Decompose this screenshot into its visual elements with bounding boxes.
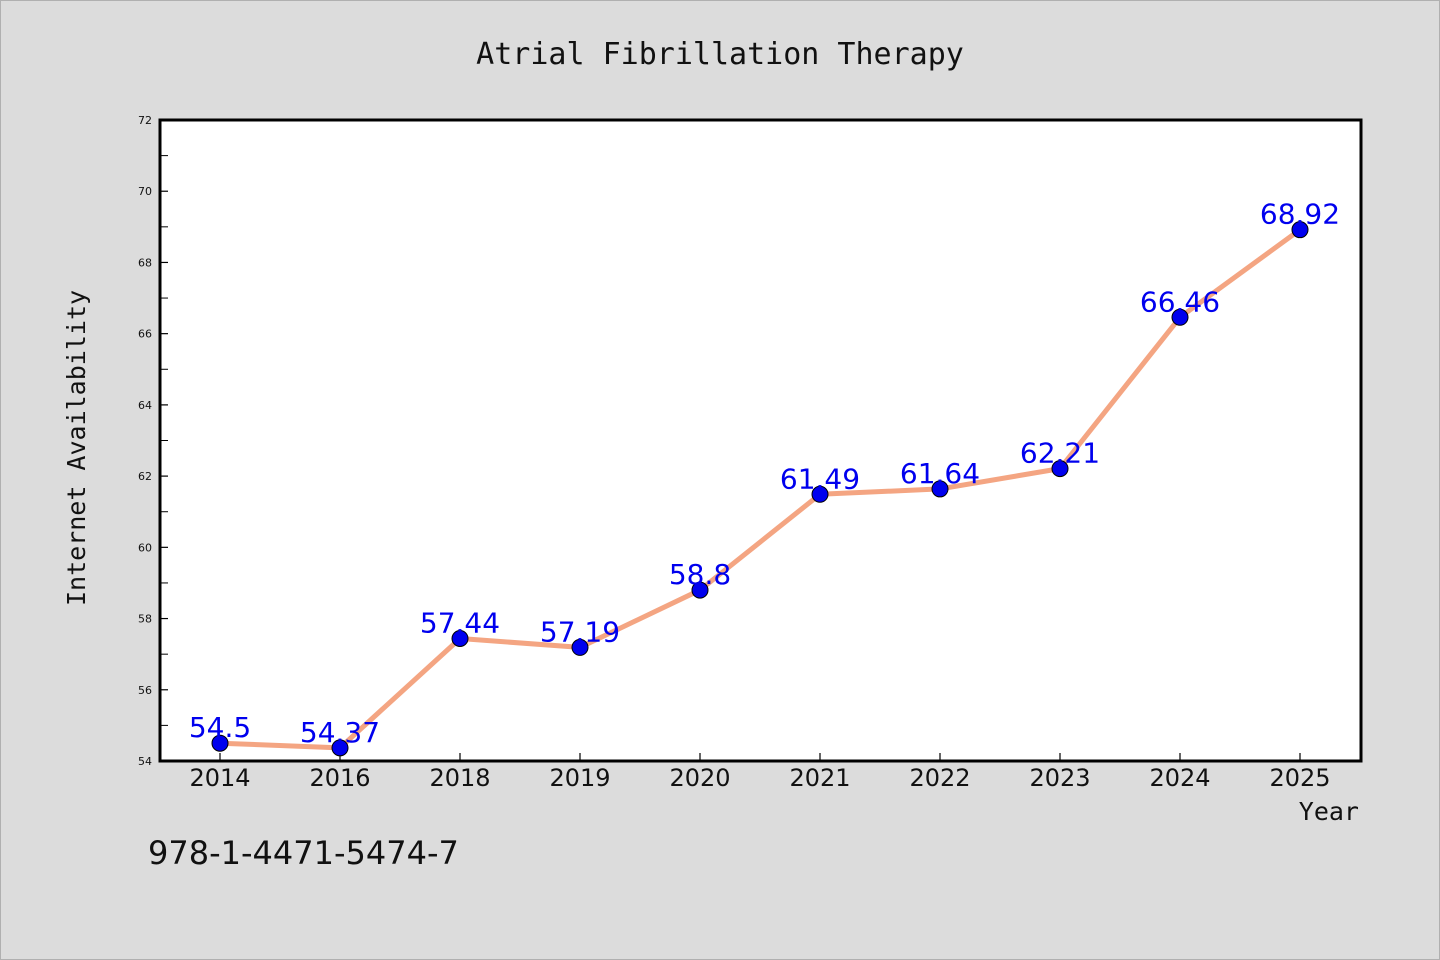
y-tick-label: 70 <box>138 185 152 198</box>
y-tick-label: 54 <box>138 755 152 768</box>
y-tick-label: 72 <box>138 114 152 127</box>
x-tick-label: 2018 <box>429 764 490 792</box>
data-label: 58.8 <box>669 558 731 591</box>
y-tick-label: 68 <box>138 256 152 269</box>
chart-title: Atrial Fibrillation Therapy <box>476 37 964 72</box>
y-axis-label: Internet Availability <box>62 290 91 606</box>
y-tick-label: 60 <box>138 541 152 554</box>
plot-area <box>160 120 1361 761</box>
data-point <box>331 739 349 757</box>
y-tick-label: 64 <box>138 399 152 412</box>
x-tick-label: 2014 <box>189 764 250 792</box>
y-tick-label: 66 <box>138 328 152 341</box>
x-tick-label: 2025 <box>1269 764 1330 792</box>
y-tick-label: 58 <box>138 613 152 626</box>
x-axis-label: Year <box>1299 797 1359 826</box>
data-label: 57.44 <box>420 606 500 639</box>
data-label: 61.49 <box>780 462 860 495</box>
y-tick-label: 56 <box>138 684 152 697</box>
y-tick-label: 62 <box>138 470 152 483</box>
data-point <box>211 734 229 752</box>
x-tick-label: 2021 <box>789 764 850 792</box>
data-label: 54.37 <box>300 716 380 749</box>
data-point <box>931 480 949 498</box>
x-tick-label: 2019 <box>549 764 610 792</box>
series-line <box>217 227 1303 751</box>
data-point <box>451 629 469 647</box>
data-label: 61.64 <box>900 457 980 490</box>
data-point <box>691 581 709 599</box>
data-point <box>811 485 829 503</box>
data-label: 62.21 <box>1020 437 1100 470</box>
data-label: 68.92 <box>1260 198 1340 231</box>
x-tick-label: 2022 <box>909 764 970 792</box>
data-point <box>1291 221 1309 239</box>
data-labels: 54.5 54.37 57.44 57.19 58.8 61.49 61.64 62.21 66… <box>189 198 1340 749</box>
data-point <box>1051 460 1069 478</box>
x-tick-label: 2020 <box>669 764 730 792</box>
data-label: 66.46 <box>1140 285 1220 318</box>
data-point <box>571 638 589 656</box>
footer-code: 978-1-4471-5474-7 <box>148 834 459 872</box>
data-point <box>1171 308 1189 326</box>
x-axis: 2014 2016 2018 2019 2020 2021 2022 2023 2024 2025 <box>189 753 1331 792</box>
x-tick-label: 2016 <box>309 764 370 792</box>
plot-frame <box>158 118 1363 763</box>
series-markers <box>211 221 1309 757</box>
x-tick-label: 2024 <box>1149 764 1210 792</box>
data-label: 57.19 <box>540 615 620 648</box>
x-tick-label: 2023 <box>1029 764 1090 792</box>
data-label: 54.5 <box>189 711 251 744</box>
